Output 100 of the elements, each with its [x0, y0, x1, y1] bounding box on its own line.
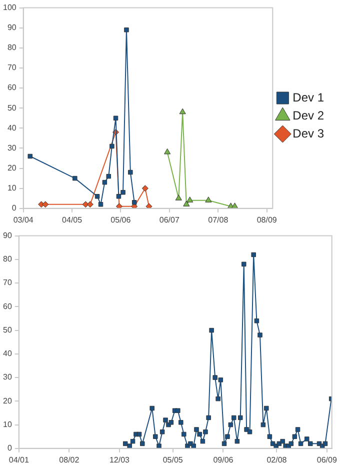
point: [218, 378, 224, 382]
point: [146, 203, 152, 208]
point: [304, 436, 310, 442]
point: [113, 116, 118, 120]
point: [194, 427, 199, 432]
legend-label: Dev 3: [292, 126, 324, 140]
y-tick-label: 70: [7, 63, 17, 72]
x-tick-label: 02/08: [266, 455, 288, 464]
y-tick-label: 80: [2, 254, 12, 264]
point: [231, 202, 238, 208]
x-tick-label: 04/01: [8, 455, 30, 464]
x-tick-label: 04/05: [62, 215, 83, 224]
y-tick-label: 90: [2, 231, 12, 240]
point: [94, 194, 100, 199]
legend-label: Dev 1: [292, 90, 324, 104]
point: [178, 420, 184, 425]
point: [176, 408, 180, 413]
point: [140, 441, 145, 446]
y-tick-label: 60: [7, 83, 17, 92]
point: [42, 201, 49, 208]
point: [308, 441, 313, 446]
point: [322, 441, 328, 446]
point: [116, 194, 122, 199]
point: [234, 438, 240, 444]
point: [28, 154, 32, 159]
point: [200, 438, 206, 444]
point: [106, 174, 111, 179]
point: [242, 262, 246, 267]
point: [175, 194, 182, 200]
legend-label: Dev 2: [292, 108, 324, 122]
y-tick-label: 50: [2, 325, 12, 334]
point: [191, 444, 196, 448]
point: [209, 328, 214, 333]
y-tick-label: 30: [7, 143, 17, 152]
point: [142, 185, 148, 192]
y-tick-label: 20: [2, 396, 12, 406]
y-tick-label: 40: [2, 349, 12, 358]
point: [205, 196, 212, 202]
point: [231, 415, 236, 420]
point: [280, 438, 285, 444]
y-tick-label: 30: [2, 372, 12, 382]
point: [298, 441, 304, 446]
point: [212, 375, 218, 380]
point: [247, 429, 252, 434]
point: [225, 434, 230, 439]
point: [238, 415, 243, 420]
point: [98, 202, 104, 207]
point: [156, 444, 162, 448]
x-tick-label: 08/02: [59, 455, 80, 464]
point: [216, 396, 220, 402]
point: [127, 444, 132, 448]
y-tick-label: 60: [2, 302, 12, 311]
point: [136, 432, 142, 437]
y-tick-label: 80: [7, 43, 17, 52]
point: [203, 429, 208, 434]
point: [122, 441, 128, 446]
x-tick-label: 06/07: [159, 215, 180, 224]
point: [72, 176, 78, 181]
y-tick-label: 100: [2, 3, 17, 12]
point: [182, 432, 186, 437]
point: [264, 406, 269, 411]
point: [86, 201, 94, 208]
point: [160, 429, 165, 434]
point: [288, 441, 294, 446]
point: [267, 434, 272, 439]
x-tick-label: 05/06: [110, 215, 132, 224]
point: [206, 415, 211, 420]
point: [222, 441, 227, 446]
point: [251, 252, 256, 258]
point: [186, 196, 194, 202]
y-tick-label: 40: [7, 123, 17, 132]
y-tick-label: 90: [7, 23, 17, 32]
point: [124, 27, 129, 32]
point: [258, 332, 262, 338]
y-tick-label: 10: [7, 184, 17, 193]
x-tick-label: 12/03: [109, 455, 130, 464]
point: [120, 190, 126, 195]
x-tick-label: 06/09: [316, 455, 338, 464]
point: [260, 422, 266, 428]
point: [164, 148, 171, 154]
x-tick-label: 08/09: [256, 215, 278, 224]
point: [183, 200, 190, 206]
point: [179, 108, 186, 114]
point: [150, 406, 154, 411]
point: [130, 438, 136, 444]
y-tick-label: 10: [2, 420, 12, 429]
point: [292, 434, 298, 439]
x-tick-label: 07/08: [208, 215, 229, 224]
point: [102, 180, 108, 185]
point: [116, 203, 122, 208]
point: [254, 318, 260, 324]
point: [163, 418, 168, 422]
point: [110, 144, 114, 149]
point: [128, 170, 133, 175]
point: [82, 201, 89, 208]
x-tick-label: 03/04: [13, 215, 34, 224]
point: [197, 432, 202, 437]
y-tick-label: 50: [7, 103, 17, 112]
y-tick-label: 0: [12, 204, 17, 213]
x-tick-label: 05/05: [162, 455, 184, 464]
